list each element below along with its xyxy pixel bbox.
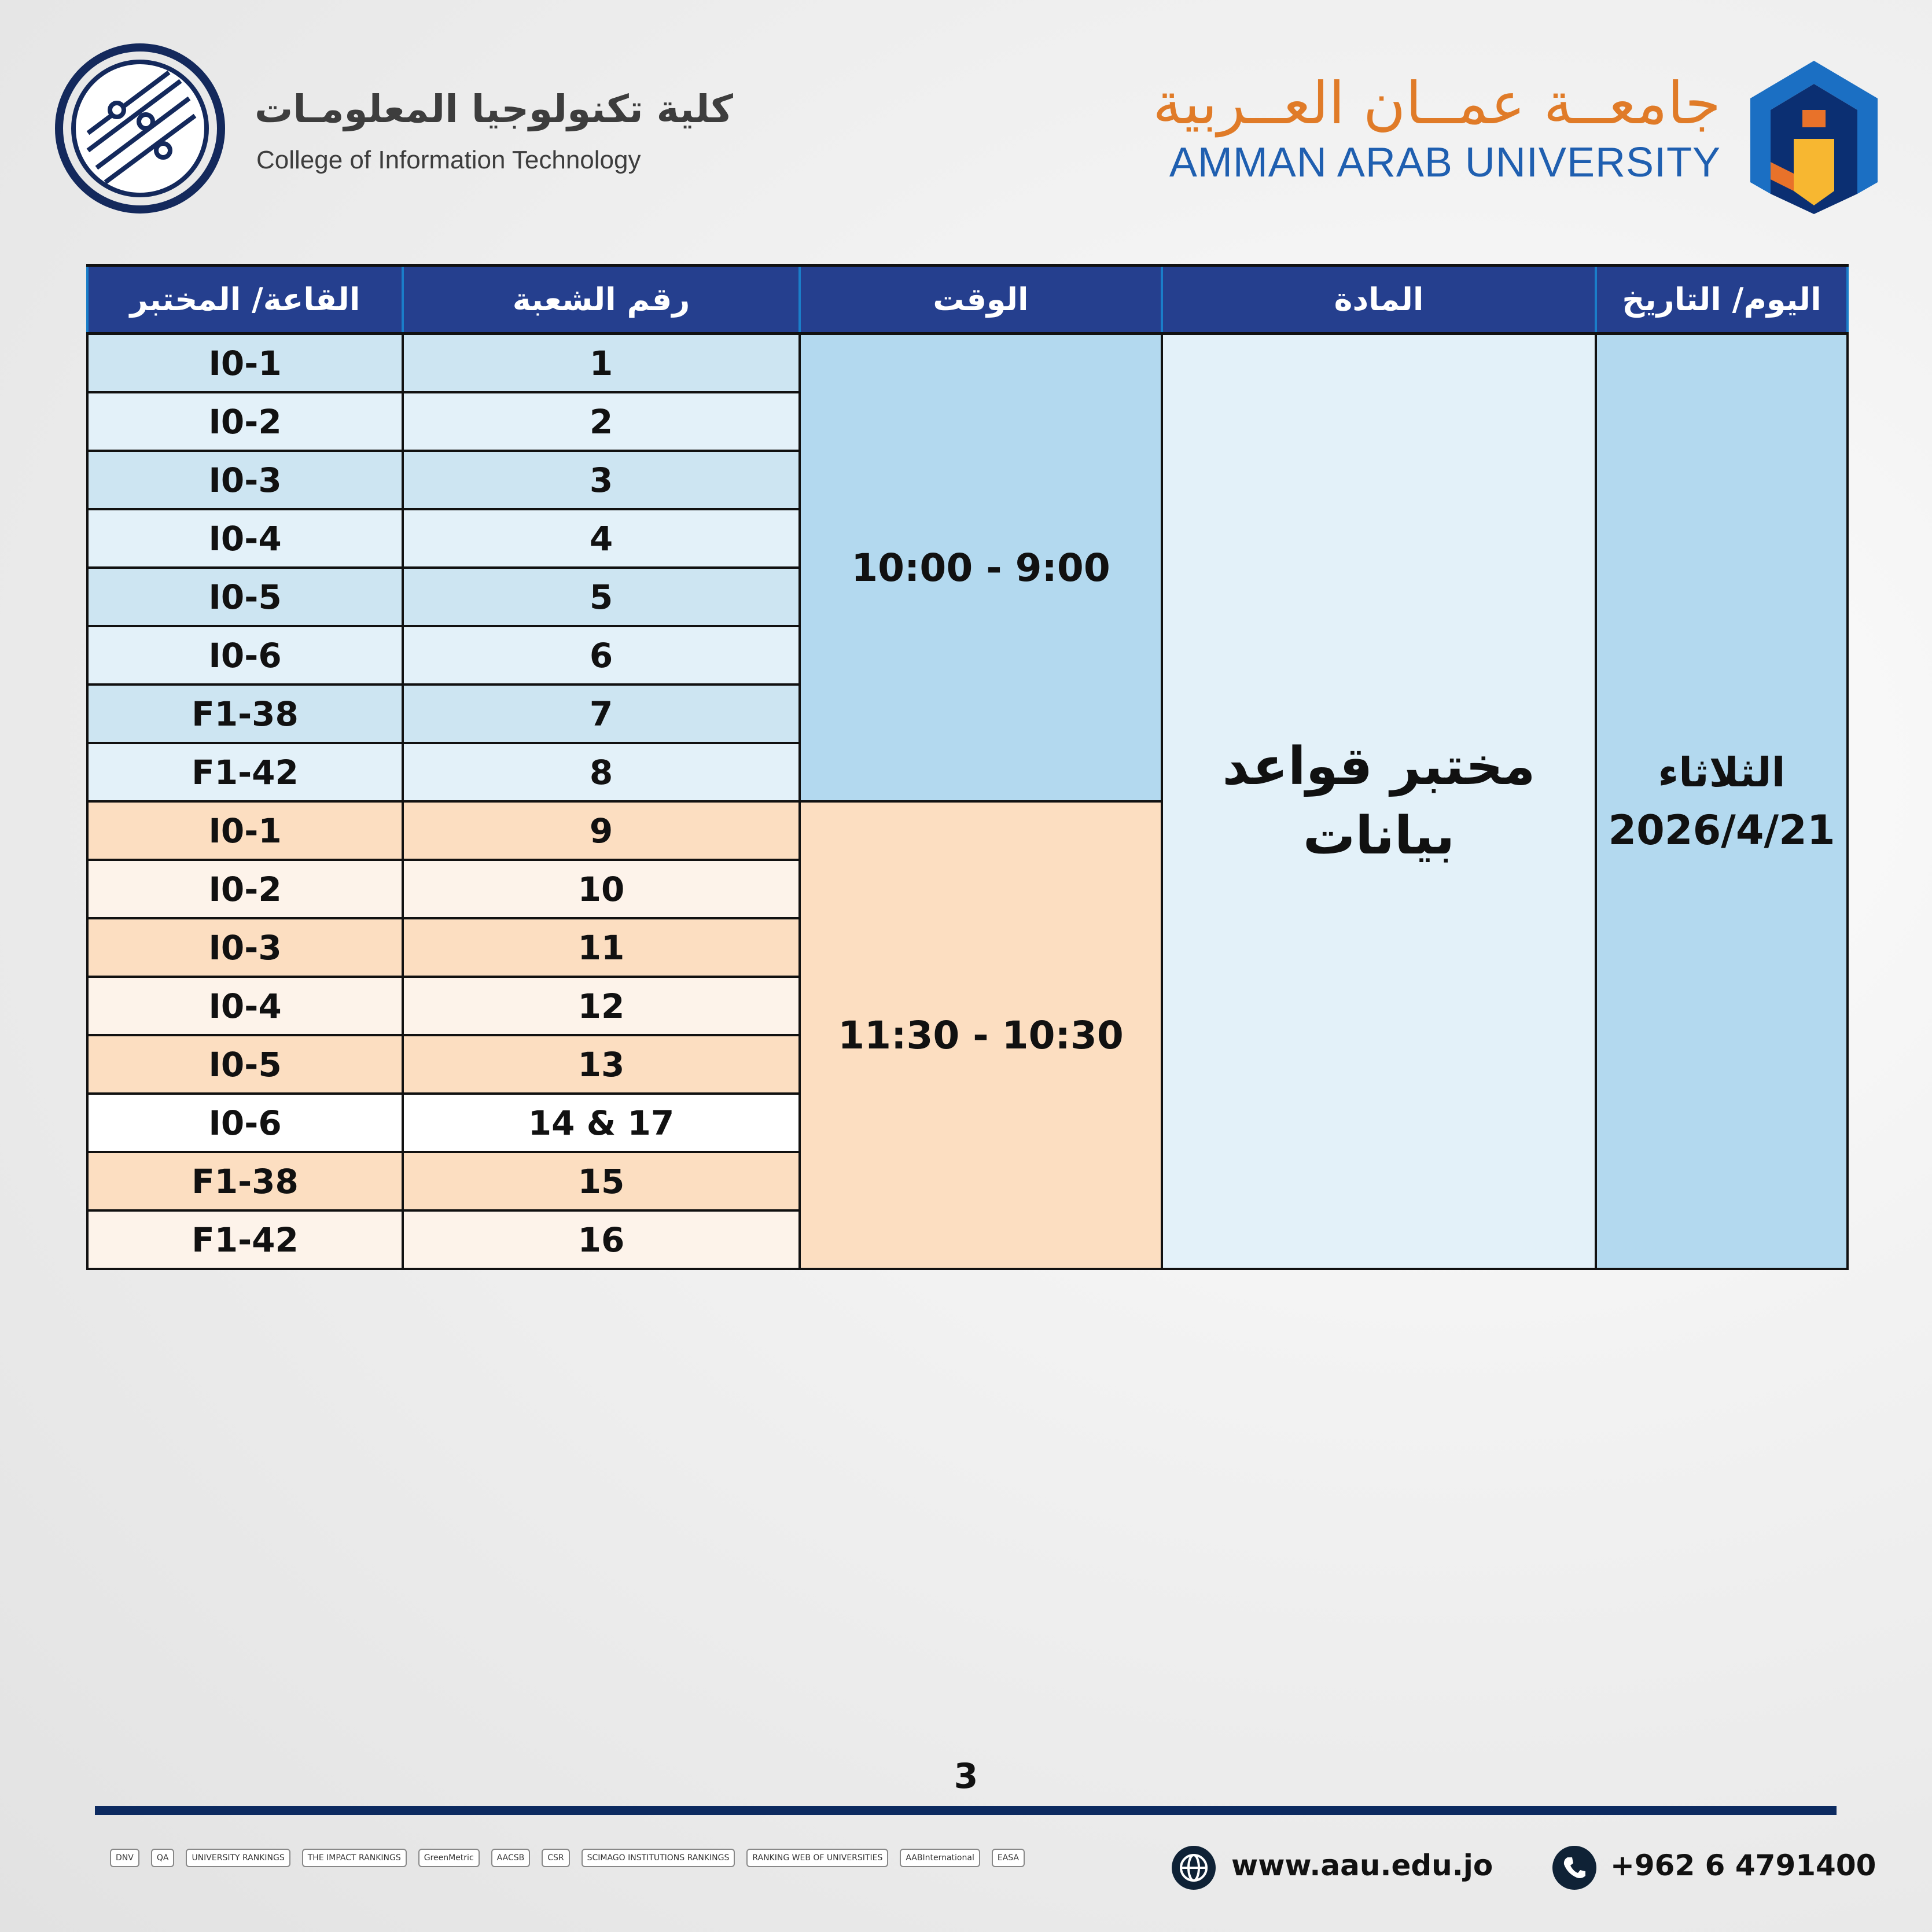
table-row: I0-5 13	[86, 1034, 1848, 1095]
room-cell: I0-4	[86, 976, 404, 1036]
section-cell: 3	[402, 450, 801, 510]
website-link[interactable]: www.aau.edu.jo	[1231, 1849, 1493, 1882]
time-slot-1: 10:00 - 9:00	[798, 332, 1163, 803]
column-header-section: رقم الشعبة	[402, 264, 801, 335]
room-cell: I0-2	[86, 391, 404, 452]
footer-divider	[95, 1806, 1837, 1815]
accreditation-logo: EASA	[991, 1849, 1025, 1867]
section-cell: 14 & 17	[402, 1092, 801, 1153]
column-header-time: الوقت	[798, 264, 1163, 335]
college-logo	[55, 43, 225, 214]
section-cell: 12	[402, 976, 801, 1036]
accreditation-logo: THE IMPACT RANKINGS	[301, 1849, 407, 1867]
room-cell: I0-3	[86, 450, 404, 510]
section-cell: 16	[402, 1209, 801, 1270]
accreditation-logo: RANKING WEB OF UNIVERSITIES	[746, 1849, 889, 1867]
accreditation-logo: AABInternational	[900, 1849, 980, 1867]
room-cell: F1-42	[86, 742, 404, 803]
accreditation-logo: SCIMAGO INSTITUTIONS RANKINGS	[581, 1849, 735, 1867]
table-row: I0-6 14 & 17	[86, 1092, 1848, 1153]
accreditation-logo: GreenMetric	[418, 1849, 480, 1867]
day-date-cell: الثلاثاء 2026/4/21	[1595, 332, 1849, 1270]
table-row: I0-4 12	[86, 976, 1848, 1036]
phone-icon	[1552, 1846, 1596, 1890]
time-slot-2: 11:30 - 10:30	[798, 800, 1163, 1270]
accreditation-logo: CSR	[542, 1849, 570, 1867]
university-logo	[1750, 61, 1878, 214]
room-cell: I0-1	[86, 332, 404, 393]
subject-cell: مختبر قواعد بيانات	[1161, 332, 1597, 1270]
table-row: I0-1 1 10:00 - 9:00 مختبر قواعد بيانات ال…	[86, 332, 1849, 1270]
table-row: F1-42 8	[86, 742, 1848, 803]
room-cell: I0-3	[86, 917, 404, 978]
room-cell: I0-1	[86, 800, 404, 861]
globe-icon	[1172, 1846, 1216, 1890]
accreditation-logos: DNV QA UNIVERSITY RANKINGS THE IMPACT RANKI…	[110, 1849, 1025, 1867]
section-cell: 4	[402, 508, 801, 569]
column-header-day-date: اليوم/ التاريخ	[1595, 264, 1849, 335]
accreditation-logo: QA	[150, 1849, 175, 1867]
university-name-en: AMMAN ARAB UNIVERSITY	[1169, 139, 1721, 186]
section-cell: 10	[402, 859, 801, 919]
table-row: I0-4 4	[86, 508, 1848, 569]
table-row: F1-38 7	[86, 683, 1848, 744]
room-cell: I0-4	[86, 508, 404, 569]
table-row: I0-2 2	[86, 391, 1848, 452]
section-cell: 11	[402, 917, 801, 978]
section-cell: 13	[402, 1034, 801, 1095]
page-number: 3	[954, 1756, 978, 1797]
table-row: I0-6 6	[86, 625, 1848, 686]
column-header-room: القاعة/ المختبر	[86, 264, 404, 335]
section-cell: 7	[402, 683, 801, 744]
section-cell: 5	[402, 566, 801, 627]
section-cell: 6	[402, 625, 801, 686]
section-cell: 8	[402, 742, 801, 803]
exam-schedule-table: القاعة/ المختبر رقم الشعبة الوقت المادة …	[86, 264, 1849, 1270]
table-header-row: القاعة/ المختبر رقم الشعبة الوقت المادة …	[86, 264, 1849, 335]
room-cell: I0-5	[86, 566, 404, 627]
accreditation-logo: AACSB	[491, 1849, 531, 1867]
section-cell: 15	[402, 1151, 801, 1212]
room-cell: I0-6	[86, 1092, 404, 1153]
table-row: I0-3 3	[86, 450, 1848, 510]
room-cell: I0-2	[86, 859, 404, 919]
room-cell: I0-6	[86, 625, 404, 686]
section-cell: 1	[402, 332, 801, 393]
section-cell: 9	[402, 800, 801, 861]
room-cell: F1-38	[86, 1151, 404, 1212]
room-cell: I0-5	[86, 1034, 404, 1095]
date: 2026/4/21	[1608, 807, 1835, 854]
accreditation-logo: DNV	[110, 1849, 139, 1867]
table-row: I0-2 10	[86, 859, 1848, 919]
table-row: I0-3 11	[86, 917, 1848, 978]
university-name-ar: جامعــة عمــان العــربية	[1153, 69, 1721, 137]
college-name-ar: كلية تكنولوجيا المعلومـات	[255, 87, 733, 131]
column-header-subject: المادة	[1161, 264, 1597, 335]
accreditation-logo: UNIVERSITY RANKINGS	[186, 1849, 290, 1867]
room-cell: F1-38	[86, 683, 404, 744]
phone-number: +962 6 4791400	[1610, 1849, 1876, 1882]
room-cell: F1-42	[86, 1209, 404, 1270]
section-cell: 2	[402, 391, 801, 452]
college-name-en: College of Information Technology	[256, 146, 641, 174]
table-row: I0-5 5	[86, 566, 1848, 627]
table-row: F1-42 16	[86, 1209, 1848, 1270]
table-row: F1-38 15	[86, 1151, 1848, 1212]
day: الثلاثاء	[1658, 749, 1786, 796]
table-row: I0-1 9 11:30 - 10:30	[86, 800, 1848, 1270]
